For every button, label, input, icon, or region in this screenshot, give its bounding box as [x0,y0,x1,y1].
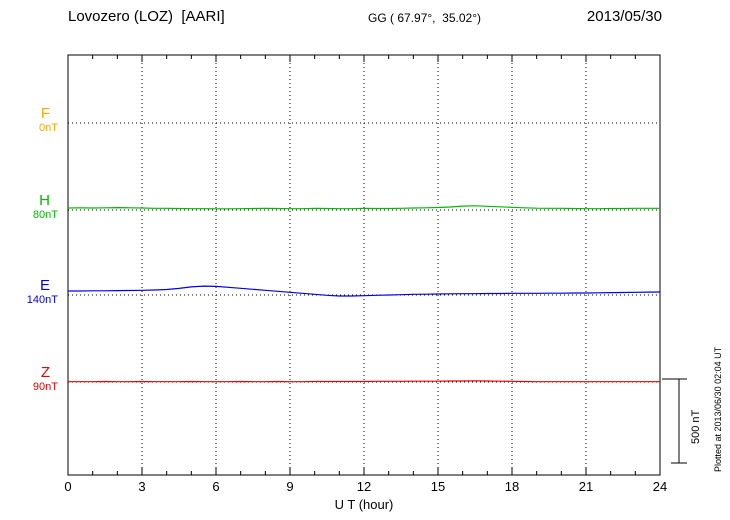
scale-bar-label: 500 nT [690,409,702,444]
series-label-H: H 80nT [4,193,58,222]
series-label-E: E 140nT [4,278,58,307]
plot-date: 2013/05/30 [586,8,662,25]
x-tick-label: 24 [652,479,668,494]
x-tick-label: 21 [578,479,594,494]
x-tick-label: 0 [64,479,72,494]
x-tick-label: 6 [212,479,220,494]
x-tick-label: 12 [356,479,372,494]
series-baseline-E: 140nT [26,294,58,306]
station-title: Lovozero (LOZ) [AARI] [68,8,225,25]
geographic-coords: GG ( 67.97°, 35.02°) [368,11,481,25]
trace-E [68,285,661,297]
x-tick-label: 15 [430,479,446,494]
series-letter-H: H [39,192,50,209]
x-tick-label: 3 [138,479,146,494]
series-letter-F: F [40,105,50,122]
trace-H [67,205,660,210]
series-baseline-H: 80nT [32,209,58,221]
x-axis-label: U T (hour) [334,497,394,512]
series-letter-Z: Z [40,364,50,381]
plotted-at-note: Plotted at 2013/06/30 02:04 UT [713,346,723,472]
series-baseline-F: 0nT [39,122,58,134]
trace-Z [68,380,660,383]
x-tick-label: 9 [286,479,294,494]
series-label-Z: Z 90nT [4,365,58,394]
series-letter-E: E [39,277,50,294]
series-baseline-Z: 90nT [32,381,58,393]
series-label-F: F 0nT [4,106,58,135]
x-tick-label: 18 [504,479,520,494]
